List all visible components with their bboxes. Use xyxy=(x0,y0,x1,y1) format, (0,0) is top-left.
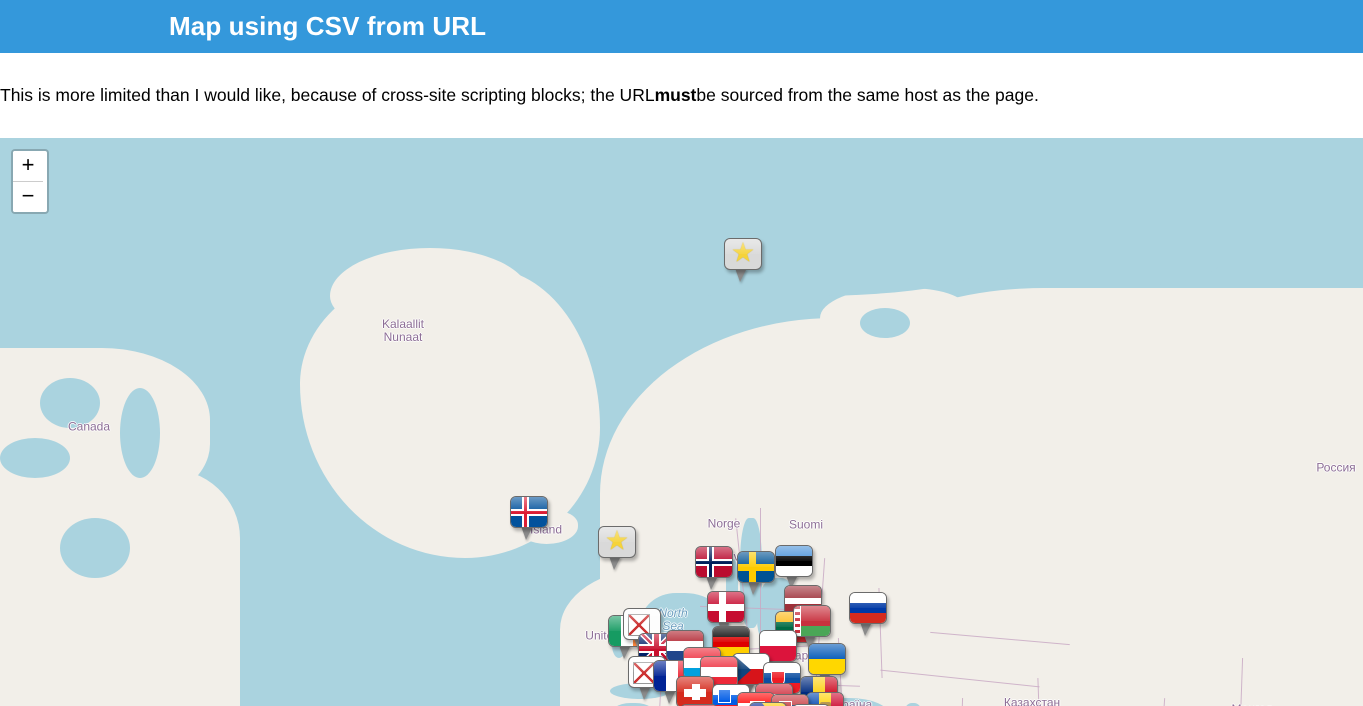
pin-body xyxy=(749,702,787,706)
landmass xyxy=(0,468,240,706)
intro-emphasis: must xyxy=(654,85,697,105)
water-body xyxy=(860,308,910,338)
water-body xyxy=(40,378,100,428)
pin-body: ★ xyxy=(724,238,762,270)
pin-body xyxy=(806,692,844,706)
marker-russia[interactable] xyxy=(849,592,889,640)
marker-bosnia[interactable] xyxy=(749,702,789,706)
leaflet-map[interactable]: Kalaallit NunaatCanadaUnited StatesРосси… xyxy=(0,138,1363,706)
marker-svalbard[interactable]: ★ xyxy=(724,238,764,286)
marker-belarus[interactable] xyxy=(793,605,833,653)
pin-tail xyxy=(521,526,533,540)
pin-tail xyxy=(706,576,718,590)
intro-text-after: be sourced from the same host as the pag… xyxy=(696,85,1039,105)
marker-moldova[interactable] xyxy=(806,692,846,706)
page-header: Map using CSV from URL xyxy=(0,0,1363,53)
pin-body xyxy=(808,643,846,675)
pin-body xyxy=(510,496,548,528)
broken-image-icon xyxy=(628,614,650,636)
pin-tail xyxy=(664,690,676,704)
water-body xyxy=(60,518,130,578)
marker-norway[interactable] xyxy=(695,546,735,594)
page-title: Map using CSV from URL xyxy=(169,11,487,41)
water-body xyxy=(560,226,980,296)
pin-tail xyxy=(748,581,760,595)
pin-body: ★ xyxy=(598,526,636,558)
landmass xyxy=(1000,308,1160,358)
pin-body xyxy=(775,545,813,577)
pin-tail xyxy=(735,268,747,282)
pin-tail xyxy=(639,686,651,700)
zoom-control[interactable]: + − xyxy=(11,149,49,214)
marker-faroe[interactable]: ★ xyxy=(598,526,638,574)
pin-tail xyxy=(619,645,631,659)
water-body xyxy=(800,698,890,706)
water-body xyxy=(120,388,160,478)
star-icon: ★ xyxy=(730,238,756,268)
water-body xyxy=(980,226,1220,286)
star-icon: ★ xyxy=(604,526,630,556)
broken-image-icon xyxy=(633,662,655,684)
pin-body xyxy=(849,592,887,624)
marker-estonia[interactable] xyxy=(775,545,815,593)
intro-text-before: This is more limited than I would like, … xyxy=(0,85,655,105)
landmass xyxy=(0,698,280,706)
pin-body xyxy=(793,605,831,637)
landmass xyxy=(330,248,530,328)
water-body xyxy=(0,438,70,478)
pin-body xyxy=(695,546,733,578)
country-border xyxy=(760,508,761,658)
pin-body xyxy=(737,551,775,583)
pin-tail xyxy=(860,622,872,636)
water-body xyxy=(900,703,926,706)
pin-body xyxy=(707,591,745,623)
marker-iceland[interactable] xyxy=(510,496,550,544)
zoom-out-button[interactable]: − xyxy=(13,182,43,212)
pin-body xyxy=(676,676,714,706)
marker-switzerland[interactable] xyxy=(676,676,716,706)
marker-ukraine[interactable] xyxy=(808,643,848,691)
zoom-in-button[interactable]: + xyxy=(13,151,43,182)
water-body xyxy=(608,703,658,706)
intro-paragraph: This is more limited than I would like, … xyxy=(0,71,1363,121)
landmass xyxy=(1180,318,1300,368)
map-tile-layer xyxy=(0,138,1363,706)
pin-tail xyxy=(609,556,621,570)
